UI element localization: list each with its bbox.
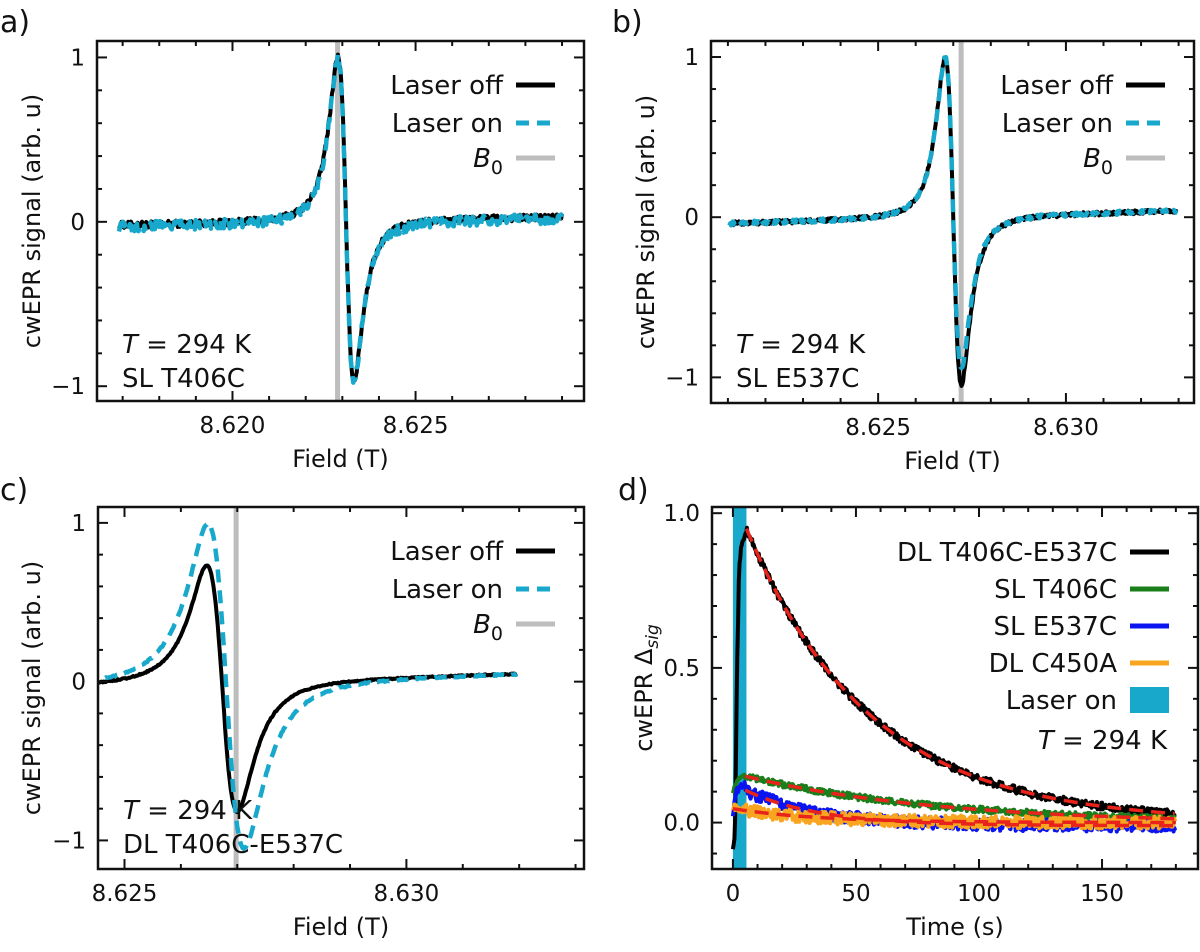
panel-a: a) 8.620 8.625 −1 0 1 Field (T) cwEPR signal (a… bbox=[0, 5, 586, 473]
legend-label: DL C450A bbox=[989, 649, 1118, 679]
temp-value: = 294 K bbox=[752, 330, 866, 360]
x-tick-label: 8.630 bbox=[373, 881, 439, 907]
temp-symbol: T bbox=[123, 796, 141, 826]
x-axis-label: Field (T) bbox=[292, 445, 388, 473]
axes-frame bbox=[96, 505, 586, 871]
plot-area bbox=[98, 507, 519, 869]
legend-label: Laser on bbox=[392, 109, 503, 139]
x-axis-label: Field (T) bbox=[293, 913, 389, 941]
temperature-annotation: T = 294 K bbox=[1038, 726, 1168, 756]
legend-label-b0: B0 bbox=[1083, 144, 1113, 179]
y-tick-label: 1 bbox=[71, 511, 86, 537]
legend-swatch-laser-on bbox=[1130, 687, 1169, 713]
temp-value: = 294 K bbox=[139, 796, 253, 826]
temperature-annotation: T = 294 K bbox=[122, 330, 252, 360]
y-tick-label: 0.5 bbox=[663, 656, 700, 682]
fit-curve bbox=[744, 788, 1176, 828]
x-tick-label: 8.625 bbox=[845, 415, 911, 441]
x-tick-label: 8.620 bbox=[200, 413, 266, 439]
y-tick-label: −1 bbox=[665, 365, 699, 391]
temp-symbol: T bbox=[122, 330, 140, 360]
panel-label: a) bbox=[0, 5, 30, 40]
temperature-annotation: T = 294 K bbox=[123, 796, 253, 826]
legend: Laser off Laser on B0 bbox=[1000, 71, 1165, 179]
legend-label: SL T406C bbox=[994, 575, 1117, 605]
x-tick-label: 8.625 bbox=[92, 881, 158, 907]
series-laser-on bbox=[98, 520, 519, 851]
y-tick-label: 0 bbox=[71, 670, 86, 696]
temp-value: = 294 K bbox=[1054, 726, 1168, 756]
y-tick-label: 0.0 bbox=[663, 811, 700, 837]
y-axis-label: cwEPR Δsig bbox=[630, 624, 663, 752]
y-tick-label: −1 bbox=[51, 374, 85, 400]
x-tick-label: 0 bbox=[726, 881, 741, 907]
panel-b: b) 8.625 8.630 −1 0 1 Field (T) cwEPR signal (a… bbox=[612, 5, 1196, 475]
legend-label: Laser off bbox=[390, 537, 504, 567]
legend-label: Laser off bbox=[390, 71, 504, 101]
legend-label: DL T406C-E537C bbox=[897, 538, 1117, 568]
y-tick-label: −1 bbox=[52, 828, 86, 854]
x-tick-label: 100 bbox=[957, 881, 1001, 907]
sample-annotation: DL T406C-E537C bbox=[123, 830, 343, 860]
sample-annotation: SL E537C bbox=[736, 364, 859, 394]
x-tick-label: 8.630 bbox=[1033, 415, 1099, 441]
y-tick-label: 1 bbox=[70, 45, 85, 71]
y-axis-label: cwEPR signal (arb. u) bbox=[632, 95, 660, 349]
series-laser-on bbox=[727, 55, 1179, 371]
y-label-text: cwEPR bbox=[630, 665, 658, 752]
legend-label-laser-on: Laser on bbox=[1006, 686, 1117, 716]
x-tick-label: 150 bbox=[1080, 881, 1124, 907]
x-tick-label: 50 bbox=[841, 881, 870, 907]
x-axis-label: Field (T) bbox=[904, 447, 1000, 475]
panel-label: d) bbox=[618, 473, 649, 508]
temperature-annotation: T = 294 K bbox=[736, 330, 866, 360]
fit-curve bbox=[744, 528, 1175, 816]
y-tick-label: 0 bbox=[684, 205, 699, 231]
axes-frame bbox=[710, 505, 1200, 871]
legend-label: Laser off bbox=[1000, 71, 1114, 101]
legend-label: Laser on bbox=[1002, 109, 1113, 139]
y-tick-label: 1 bbox=[684, 45, 699, 71]
series-laser-on bbox=[116, 52, 565, 385]
plot-area bbox=[730, 507, 1178, 869]
panel-d: d) 0 50 100 150 0.0 0.5 1.0 Time (s) cwEPR Δsig DL… bbox=[618, 473, 1200, 941]
plot-area bbox=[727, 41, 1179, 403]
legend-label-b0: B0 bbox=[473, 610, 503, 645]
panel-label: b) bbox=[612, 5, 643, 40]
y-axis-label: cwEPR signal (arb. u) bbox=[18, 94, 46, 348]
b0-subscript: 0 bbox=[1101, 157, 1113, 179]
temp-symbol: T bbox=[736, 330, 754, 360]
b0-subscript: 0 bbox=[491, 623, 503, 645]
b0-subscript: 0 bbox=[491, 157, 503, 179]
series-data bbox=[731, 802, 1178, 831]
axes-frame bbox=[95, 39, 586, 403]
legend-label-b0: B0 bbox=[473, 144, 503, 179]
fit-curve bbox=[744, 774, 1176, 821]
y-axis-label: cwEPR signal (arb. u) bbox=[18, 561, 46, 815]
panel-label: c) bbox=[0, 473, 28, 508]
plot-area bbox=[116, 41, 565, 401]
legend: DL T406C-E537C SL T406C SL E537C DL C450A La… bbox=[897, 538, 1169, 756]
fit-curve bbox=[732, 806, 1176, 825]
y-tick-label: 1.0 bbox=[663, 501, 700, 527]
x-axis-label: Time (s) bbox=[905, 913, 1004, 941]
sample-annotation: SL T406C bbox=[122, 364, 245, 394]
series-data bbox=[730, 525, 1177, 850]
b0-symbol: B bbox=[1083, 144, 1101, 174]
b0-symbol: B bbox=[473, 610, 491, 640]
legend: Laser off Laser on B0 bbox=[390, 537, 555, 645]
temp-value: = 294 K bbox=[138, 330, 252, 360]
legend: Laser off Laser on B0 bbox=[390, 71, 555, 179]
axes-frame bbox=[709, 39, 1196, 405]
legend-label: Laser on bbox=[392, 575, 503, 605]
x-tick-label: 8.625 bbox=[383, 413, 449, 439]
b0-symbol: B bbox=[473, 144, 491, 174]
y-label-symbol: Δ bbox=[630, 648, 658, 665]
panel-c: c) 8.625 8.630 −1 0 1 Field (T) cwEPR signal (a… bbox=[0, 473, 586, 941]
y-label-subscript: sig bbox=[643, 624, 663, 649]
y-tick-label: 0 bbox=[70, 210, 85, 236]
legend-label: SL E537C bbox=[994, 612, 1117, 642]
temp-symbol: T bbox=[1038, 726, 1056, 756]
